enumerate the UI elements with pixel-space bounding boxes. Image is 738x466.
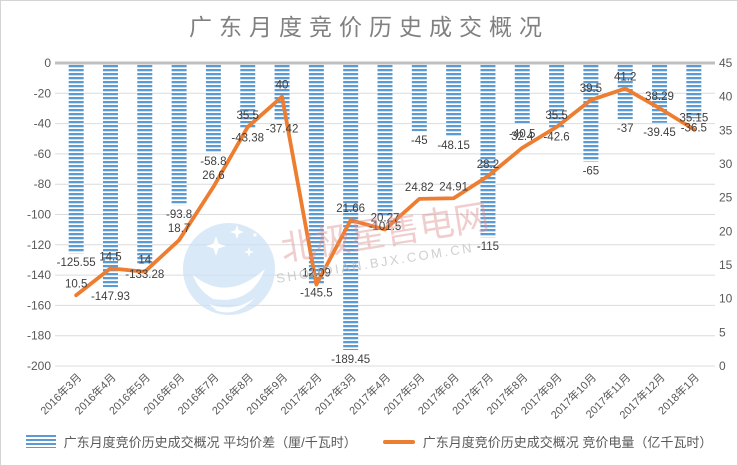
legend: 广东月度竞价历史成交概况 平均价差（厘/千瓦时） 广东月度竞价历史成交概况 竞价…: [1, 432, 737, 451]
line-data-label: 41.2: [614, 72, 636, 84]
price-diff-bar: [686, 63, 702, 119]
left-axis-tick: -160: [27, 298, 51, 312]
left-axis-tick: -100: [27, 208, 51, 222]
left-axis-tick: -180: [27, 329, 51, 343]
right-axis-tick: 30: [719, 157, 733, 171]
bar-data-label: -42.6: [543, 132, 569, 144]
line-data-label: 40: [276, 80, 289, 92]
right-axis-tick: 10: [719, 292, 733, 306]
price-diff-bar: [102, 63, 118, 288]
right-axis-tick: 20: [719, 224, 733, 238]
right-axis-tick: 25: [719, 191, 733, 205]
bar-data-label: -125.55: [57, 257, 96, 269]
bar-data-label: -189.45: [331, 354, 370, 366]
bar-data-label: -37: [617, 123, 634, 135]
line-data-label: 10.5: [65, 278, 87, 290]
right-axis-tick: 5: [719, 325, 726, 339]
line-data-label: 28.2: [477, 159, 499, 171]
combo-chart: -125.55-147.93-133.28-93.8-58.8-43.38-37…: [27, 56, 733, 422]
price-diff-bar: [205, 63, 221, 153]
right-axis-tick: 45: [719, 56, 733, 70]
price-diff-bar: [308, 63, 324, 284]
bar-data-label: -115: [477, 241, 499, 253]
price-diff-bar: [377, 63, 393, 217]
right-axis-tick: 40: [719, 90, 733, 104]
bar-data-label: -145.5: [300, 287, 333, 299]
bar-data-label: -93.8: [166, 209, 192, 221]
left-axis-tick: 0: [44, 56, 51, 70]
line-data-label: 32.4: [511, 131, 534, 143]
price-diff-bar: [617, 63, 633, 120]
bar-data-label: -101.5: [369, 221, 402, 233]
legend-bar-label: 广东月度竞价历史成交概况 平均价差（厘/千瓦时）: [63, 435, 357, 450]
price-diff-bar: [480, 63, 496, 238]
bar-data-label: -39.45: [643, 127, 676, 139]
bar-data-label: -147.93: [91, 291, 130, 303]
right-axis-tick: 0: [719, 359, 726, 373]
bar-data-label: -48.15: [437, 140, 470, 152]
bar-series-swatch-icon: [25, 435, 56, 448]
line-data-label: 20.27: [371, 213, 400, 225]
line-data-label: 18.7: [168, 223, 190, 235]
bar-data-label: -37.42: [266, 124, 299, 136]
price-diff-bar: [343, 63, 359, 351]
line-data-label: 26.6: [202, 170, 224, 182]
price-diff-bar: [68, 63, 84, 254]
price-diff-bar: [171, 63, 187, 206]
bar-data-label: -65: [583, 165, 600, 177]
price-diff-bar: [137, 63, 153, 265]
left-axis-tick: -120: [27, 238, 51, 252]
price-diff-bar: [274, 63, 290, 120]
line-data-label: 24.82: [405, 182, 434, 194]
bar-data-label: -58.8: [200, 156, 226, 168]
line-data-label: 14.5: [99, 251, 121, 263]
bar-data-label: -40.5: [509, 128, 535, 140]
line-data-label: 35.15: [679, 112, 708, 124]
bar-data-label: -133.28: [125, 269, 164, 281]
line-data-label: 14: [138, 255, 151, 267]
price-diff-bar: [411, 63, 427, 132]
right-axis-tick: 35: [719, 123, 733, 137]
line-data-label: 38.29: [645, 91, 674, 103]
line-data-label: 24.91: [439, 181, 468, 193]
right-axis-tick: 15: [719, 258, 733, 272]
volume-line: [74, 86, 696, 298]
line-data-label: 35.5: [237, 110, 259, 122]
legend-item-volume: 广东月度竞价历史成交概况 竞价电量（亿千瓦时）: [382, 432, 713, 451]
price-diff-bar: [583, 63, 599, 162]
price-diff-bar: [446, 63, 462, 136]
price-diff-bar: [514, 63, 530, 125]
left-axis-tick: -60: [34, 147, 52, 161]
line-series-swatch-icon: [382, 439, 415, 444]
legend-line-label: 广东月度竞价历史成交概况 竞价电量（亿千瓦时）: [422, 435, 713, 450]
chart-title: 广东月度竞价历史成交概况: [189, 15, 549, 40]
left-axis-tick: -140: [27, 268, 51, 282]
line-data-label: 21.66: [336, 203, 365, 215]
left-axis-tick: -200: [27, 359, 51, 373]
bar-data-label: -36.5: [681, 122, 707, 134]
bar-data-label: -45: [411, 135, 428, 147]
bar-data-label: -43.38: [231, 133, 264, 145]
left-axis-tick: -20: [34, 86, 52, 100]
left-axis-tick: -40: [34, 117, 52, 131]
line-data-label: 39.5: [580, 83, 602, 95]
left-axis-tick: -80: [34, 177, 52, 191]
line-data-label: 35.5: [545, 110, 567, 122]
line-data-label: 12.09: [302, 268, 331, 280]
price-diff-bar: [549, 63, 565, 128]
price-diff-bar: [240, 63, 256, 129]
legend-item-price-diff: 广东月度竞价历史成交概况 平均价差（厘/千瓦时）: [25, 432, 357, 451]
